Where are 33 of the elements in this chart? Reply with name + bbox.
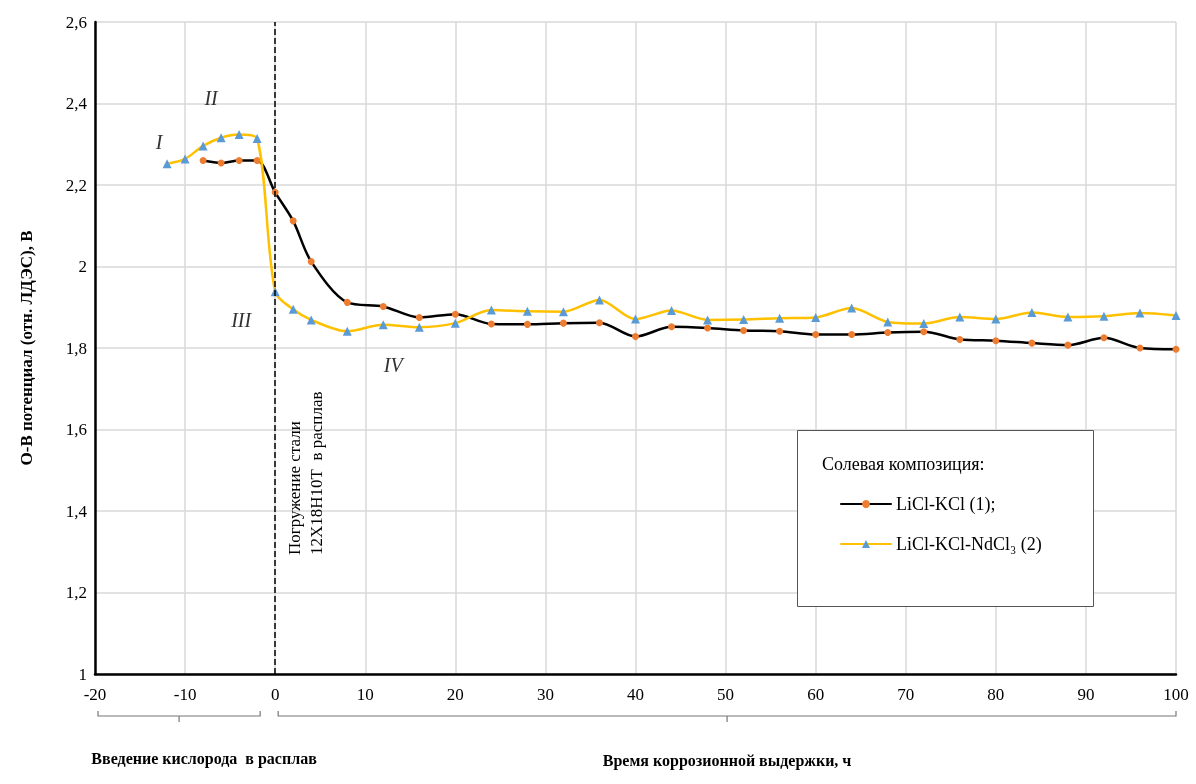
- x-tick-label: -10: [173, 685, 197, 704]
- y-tick-label: 2,6: [65, 12, 87, 32]
- legend-title: Солевая композиция:: [822, 454, 985, 474]
- x-tick-label: 70: [897, 685, 915, 704]
- annotation: I: [154, 130, 164, 153]
- x-tick-label: 50: [717, 685, 735, 704]
- text: Введение кислорода в расплав: [91, 749, 318, 768]
- y-axis-title: О-В потенциал (отн. ЛДЭС), В: [17, 230, 36, 466]
- x-axis-title: Время коррозионной выдержки, ч: [602, 751, 852, 770]
- x-tick-label: 30: [536, 685, 554, 704]
- annotation: IV: [382, 353, 406, 376]
- ref-line-label: Погружение стали 12Х18Н10Т в расплав: [284, 391, 326, 555]
- legend-label: LiCl-KCl-NdCl₃ (2): [896, 534, 1042, 555]
- y-tick-label: 1,8: [65, 338, 87, 358]
- y-tick-label: 1,6: [65, 420, 87, 439]
- x-tick-label: 100: [1163, 685, 1189, 704]
- y-tick-label: 2,2: [65, 175, 87, 195]
- x-tick-label: 60: [807, 685, 825, 704]
- y-tick-label: 1: [78, 664, 87, 684]
- x-tick-label: 0: [270, 685, 280, 704]
- y-tick-label: 2,4: [65, 94, 88, 113]
- y-tick-label: 1,4: [65, 501, 88, 521]
- x-tick-label: 10: [356, 685, 374, 704]
- legend-label: LiCl-KCl (1);: [896, 494, 996, 515]
- x-tick-label: -20: [83, 685, 107, 704]
- x-tick-label: 90: [1077, 685, 1095, 704]
- annotation: II: [203, 86, 220, 109]
- x-tick-label: 20: [446, 685, 464, 704]
- x-tick-label: 80: [987, 685, 1005, 704]
- x-tick-label: 40: [627, 685, 644, 704]
- y-tick-label: 2: [78, 257, 87, 276]
- annotation: III: [230, 308, 253, 331]
- y-tick-label: 1,2: [65, 583, 87, 602]
